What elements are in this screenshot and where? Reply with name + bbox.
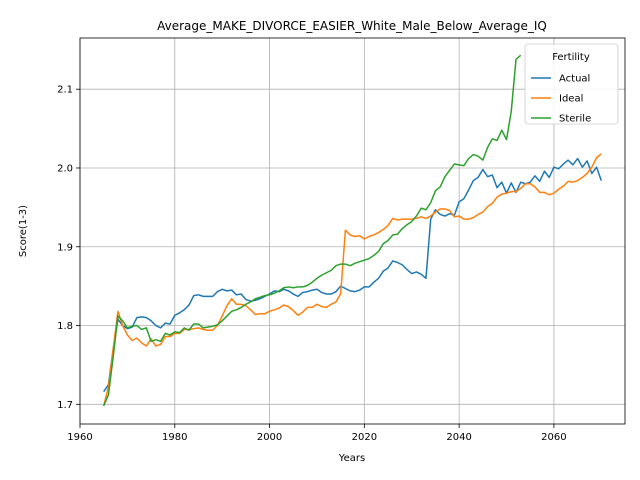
x-tick-label: 2060 xyxy=(541,432,566,443)
x-tick-label: 2000 xyxy=(257,432,282,443)
legend-entries: Actual Ideal Sterile xyxy=(531,74,591,125)
series-line-sterile xyxy=(103,54,522,407)
x-tick-label: 2040 xyxy=(446,432,471,443)
y-tick-label: 1.9 xyxy=(57,242,73,253)
legend-title: Fertility xyxy=(552,52,590,63)
legend: Fertility Actual Ideal Sterile xyxy=(524,43,619,125)
x-tick-label: 1980 xyxy=(162,432,187,443)
legend-box xyxy=(524,43,619,125)
x-tick-label: 1960 xyxy=(67,432,92,443)
y-axis-title: Score(1-3) xyxy=(18,205,29,257)
x-tick-label: 2020 xyxy=(352,432,377,443)
y-tick-label: 2.0 xyxy=(57,163,73,174)
series-line-actual xyxy=(103,157,603,393)
legend-label-ideal: Ideal xyxy=(559,94,583,105)
y-tick-label: 2.1 xyxy=(57,85,73,96)
legend-label-sterile: Sterile xyxy=(559,114,591,125)
x-axis-title: Years xyxy=(338,453,365,464)
plot-frame xyxy=(79,37,626,425)
axis-ticks: 1960 1980 2000 2020 2040 2060 1.7 1.8 1.9 2.0 2.1 xyxy=(57,85,567,443)
y-tick-label: 1.7 xyxy=(57,400,73,411)
legend-label-actual: Actual xyxy=(559,74,590,85)
series-lines xyxy=(102,54,603,407)
y-tick-label: 1.8 xyxy=(57,321,73,332)
chart-title: Average_MAKE_DIVORCE_EASIER_White_Male_B… xyxy=(157,19,547,33)
